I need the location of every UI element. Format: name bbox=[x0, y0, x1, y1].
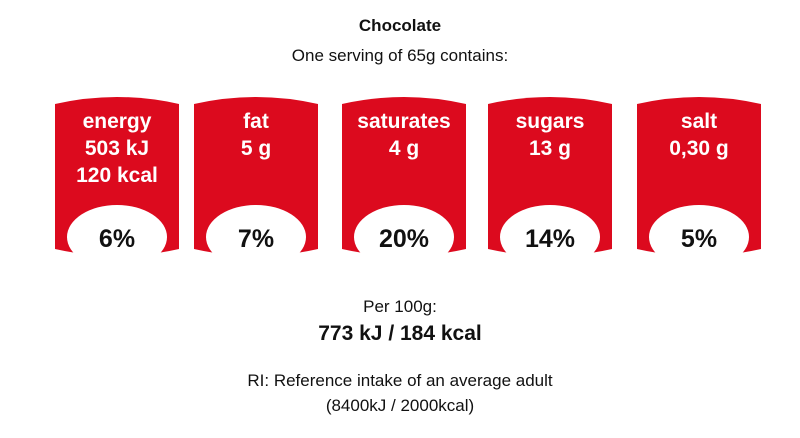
nutrient-amount: 503 kJ bbox=[84, 137, 150, 160]
nutrient-percent: 14% bbox=[524, 225, 576, 253]
nutrient-amount: 0,30 g bbox=[669, 137, 729, 160]
nutrient-amount: 120 kcal bbox=[76, 164, 158, 187]
nutrient-amount: 4 g bbox=[388, 137, 420, 160]
nutrient-percent: 5% bbox=[680, 225, 718, 253]
serving-description: One serving of 65g contains: bbox=[291, 46, 509, 65]
product-title: Chocolate bbox=[358, 16, 442, 35]
nutrient-name: energy bbox=[82, 110, 152, 133]
nutrient-badge-saturates: saturates 4 g 20% bbox=[339, 92, 469, 261]
nutrient-percent: 7% bbox=[237, 225, 275, 253]
nutrient-amount: 13 g bbox=[528, 137, 572, 160]
nutrient-name: salt bbox=[680, 110, 718, 133]
nutrient-name: fat bbox=[243, 110, 269, 133]
nutrient-percent: 6% bbox=[98, 225, 136, 253]
nutrient-badge-energy: energy 503 kJ 120 kcal 6% bbox=[52, 92, 182, 261]
ri-reference-values: (8400kJ / 2000kcal) bbox=[325, 396, 475, 415]
nutrient-badge-fat: fat 5 g 7% bbox=[191, 92, 321, 261]
nutrient-badge-sugars: sugars 13 g 14% bbox=[485, 92, 615, 261]
nutrient-badge-salt: salt 0,30 g 5% bbox=[634, 92, 764, 261]
nutrient-name: sugars bbox=[515, 110, 585, 133]
per100-value: 773 kJ / 184 kcal bbox=[318, 322, 482, 345]
per100-label: Per 100g: bbox=[363, 297, 437, 316]
nutrient-percent: 20% bbox=[378, 225, 430, 253]
nutrient-name: saturates bbox=[357, 110, 451, 133]
ri-note: RI: Reference intake of an average adult bbox=[247, 371, 553, 390]
nutrient-amount: 5 g bbox=[240, 137, 272, 160]
